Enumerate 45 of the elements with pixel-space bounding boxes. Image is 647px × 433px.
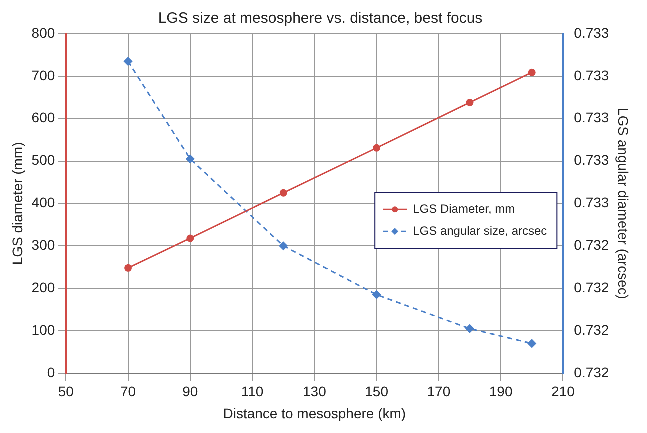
point <box>186 234 194 242</box>
y2-tick-label: 0.732 <box>574 364 610 380</box>
x-axis-title: Distance to mesosphere (km) <box>223 405 406 422</box>
legend-label: LGS angular size, arcsec <box>413 224 548 238</box>
y-tick-label: 200 <box>32 279 56 296</box>
x-tick-label: 90 <box>182 384 198 400</box>
y-tick-label: 800 <box>32 24 56 41</box>
point <box>528 339 536 348</box>
y-tick-label: 500 <box>32 152 56 168</box>
y-axis-title: LGS diameter (mm) <box>9 142 26 266</box>
y2-tick-label: 0.733 <box>574 152 610 168</box>
y2-tick-label: 0.732 <box>574 322 610 338</box>
y-tick-label: 0 <box>47 364 56 380</box>
point <box>466 98 474 106</box>
y-tick-label: 600 <box>32 110 56 126</box>
point <box>280 189 288 197</box>
y-tick-label: 300 <box>32 236 56 253</box>
y2-tick-label: 0.732 <box>574 236 610 253</box>
y2-tick-label: 0.732 <box>574 279 610 296</box>
x-tick-label: 70 <box>120 384 136 400</box>
x-tick-label: 190 <box>489 384 513 400</box>
x-tick-label: 210 <box>551 384 576 400</box>
point <box>279 242 288 250</box>
y2-axis-title: LGS angular diameter (arcsec) <box>616 108 632 300</box>
y-tick-label: 100 <box>32 322 56 338</box>
point <box>372 290 382 300</box>
legend-label: LGS Diameter, mm <box>413 202 516 216</box>
point <box>124 57 133 66</box>
y-tick-label: 700 <box>32 67 56 84</box>
chart-title: LGS size at mesosphere vs. distance, best focus <box>158 10 483 28</box>
point <box>528 68 536 76</box>
x-tick-label: 50 <box>58 384 74 400</box>
x-tick-label: 170 <box>427 384 451 400</box>
y2-tick-label: 0.733 <box>574 110 610 126</box>
y2-tick-label: 0.733 <box>574 194 610 211</box>
point <box>466 324 474 334</box>
y-tick-label: 400 <box>32 194 56 211</box>
y2-tick-label: 0.733 <box>574 67 610 84</box>
point <box>124 264 132 272</box>
y2-tick-label: 0.733 <box>574 24 610 41</box>
x-tick-label: 110 <box>241 384 264 400</box>
point <box>373 144 381 152</box>
x-tick-label: 130 <box>302 384 327 400</box>
point <box>186 154 195 164</box>
x-tick-label: 150 <box>365 384 389 400</box>
